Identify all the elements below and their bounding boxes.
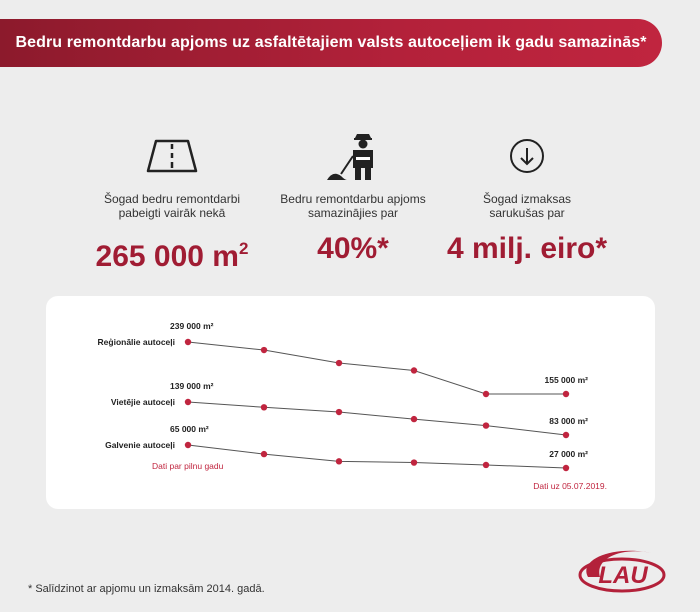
stat-cost-decrease: Šogad izmaksas sarukušas par 4 milj. eir…	[427, 130, 627, 266]
end-value-label: 155 000 m²	[545, 375, 589, 385]
note-full-year: Dati par pilnu gadu	[152, 461, 224, 471]
start-value-label: 139 000 m²	[170, 381, 214, 391]
series-name: Galvenie autoceļi	[105, 440, 175, 450]
stat-value: 265 000 m2	[95, 239, 249, 273]
stat-value: 4 milj. eiro*	[446, 232, 608, 265]
svg-text:LAU: LAU	[598, 562, 648, 589]
series-name: Vietējie autoceļi	[111, 397, 175, 407]
data-point	[184, 441, 192, 449]
banner-title: Bedru remontdarbu apjoms uz asfaltētajie…	[15, 34, 647, 51]
data-point	[410, 459, 418, 466]
series-line	[187, 341, 566, 395]
data-point	[184, 338, 192, 346]
title-banner: Bedru remontdarbu apjoms uz asfaltētajie…	[0, 19, 662, 67]
data-point	[335, 458, 343, 465]
data-point	[184, 398, 192, 406]
stat-caption: Šogad izmaksas sarukušas par	[482, 192, 572, 220]
stat-value: 40%*	[317, 232, 389, 265]
series-line	[187, 401, 567, 436]
road-worker-icon	[253, 130, 453, 182]
series-line	[187, 444, 567, 469]
data-point	[482, 422, 490, 429]
lau-logo: LAU	[574, 547, 666, 598]
arrow-down-circle-icon	[427, 130, 627, 182]
chart-card: Reģionālie autoceļi 239 000 m² 155 000 m² V…	[46, 296, 655, 509]
data-point	[260, 450, 268, 458]
end-value-label: 83 000 m²	[549, 416, 588, 426]
end-value-label: 27 000 m²	[549, 449, 588, 459]
start-value-label: 65 000 m²	[170, 424, 209, 434]
line-chart: Reģionālie autoceļi 239 000 m² 155 000 m² V…	[98, 321, 607, 491]
stat-caption: Bedru remontdarbu apjoms samazinājies pa…	[280, 192, 426, 220]
data-point	[562, 464, 570, 472]
stat-volume-decrease: Bedru remontdarbu apjoms samazinājies pa…	[253, 130, 453, 266]
data-point	[562, 390, 570, 398]
stat-area-repaired: Šogad bedru remontdarbi pabeigti vairāk …	[72, 130, 272, 274]
start-value-label: 239 000 m²	[170, 321, 214, 331]
note-partial-year: Dati uz 05.07.2019.	[533, 481, 607, 491]
data-point	[482, 461, 490, 469]
data-point	[335, 359, 343, 367]
data-point	[410, 415, 418, 423]
stat-caption: Šogad bedru remontdarbi pabeigti vairāk …	[103, 192, 241, 220]
data-point	[335, 408, 343, 416]
data-point	[260, 346, 268, 354]
series-name: Reģionālie autoceļi	[98, 337, 175, 347]
footnote: * Salīdzinot ar apjomu un izmaksām 2014.…	[28, 583, 265, 595]
data-point	[260, 404, 268, 411]
data-point	[410, 367, 418, 374]
data-point	[482, 390, 490, 398]
data-point	[562, 431, 570, 439]
road-icon	[72, 130, 272, 182]
